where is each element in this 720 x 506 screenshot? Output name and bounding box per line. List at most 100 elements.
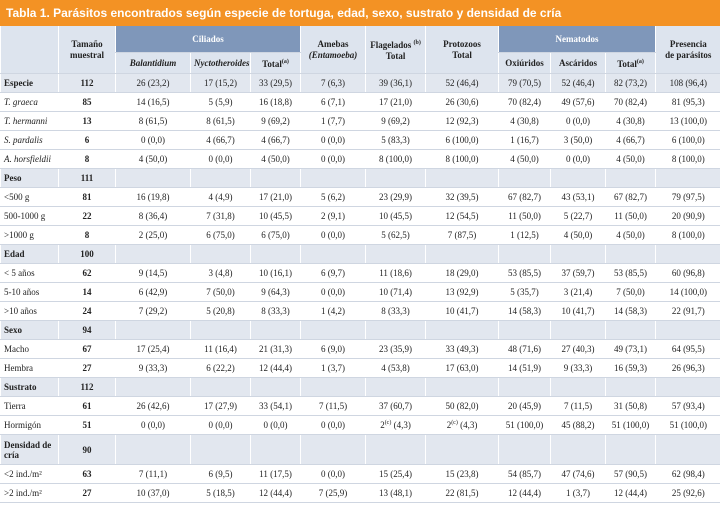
table-cell: 64 (95,5) bbox=[655, 339, 720, 359]
table-cell bbox=[115, 434, 191, 465]
table-cell: 3 (21,4) bbox=[550, 282, 606, 302]
text: Tamaño bbox=[71, 38, 103, 49]
table-cell bbox=[550, 377, 606, 397]
text: Flagelados bbox=[370, 39, 414, 50]
table-cell: 49 (73,1) bbox=[605, 339, 656, 359]
row-label: Hormigón bbox=[0, 415, 59, 435]
row-label: 500-1000 g bbox=[0, 206, 59, 226]
text: Amebas bbox=[317, 38, 349, 49]
row-label: Tierra bbox=[0, 396, 59, 416]
sample-size: 85 bbox=[58, 92, 116, 112]
table-cell: 82 (73,2) bbox=[605, 73, 656, 93]
table-cell: 9 (69,2) bbox=[365, 111, 426, 131]
table-cell: 6 (75,0) bbox=[190, 225, 251, 245]
table-cell: 50 (82,0) bbox=[425, 396, 499, 416]
header-row: Balantidium Nyctotheroides Total(a) Oxiúrid… bbox=[1, 52, 720, 74]
sample-size: 62 bbox=[58, 263, 116, 283]
footnote-mark: (b) bbox=[413, 39, 421, 46]
table-row: T. graeca 85 14 (16,5) 5 (5,9) 16 (18,8) 6 (7… bbox=[0, 92, 720, 112]
table-cell: 67 (82,7) bbox=[498, 187, 551, 207]
table-cell: 4 (50,0) bbox=[605, 149, 656, 169]
table-title: Tabla 1. Parásitos encontrados según esp… bbox=[0, 0, 720, 26]
table-cell bbox=[249, 244, 301, 264]
table-cell: 7 (31,8) bbox=[190, 206, 251, 226]
table-row: 500-1000 g 22 8 (36,4) 7 (31,8) 10 (45,5) 2 (… bbox=[0, 206, 720, 226]
table-cell: 54 (85,7) bbox=[498, 464, 551, 484]
table-cell: 4 (53,8) bbox=[365, 358, 426, 378]
table-cell: 14 (58,3) bbox=[498, 301, 551, 321]
table-cell: 32 (39,5) bbox=[425, 187, 499, 207]
table-cell: 0 (0,0) bbox=[115, 415, 191, 435]
table-row: >2 ind./m² 27 10 (37,0) 5 (18,5) 12 (44,4) 7 … bbox=[0, 483, 720, 503]
table-cell: 23 (35,9) bbox=[365, 339, 426, 359]
table-cell: 47 (74,6) bbox=[550, 464, 606, 484]
table-cell: 4 (66,7) bbox=[605, 130, 656, 150]
table-cell: 45 (88,2) bbox=[550, 415, 606, 435]
table-cell: 4 (50,0) bbox=[249, 149, 301, 169]
column-group-header: Ciliados bbox=[114, 26, 301, 53]
table-cell: 11 (16,4) bbox=[190, 339, 251, 359]
table-cell: 7 (29,2) bbox=[115, 301, 191, 321]
table-cell bbox=[550, 168, 606, 188]
table-cell: 26 (42,6) bbox=[115, 396, 191, 416]
table-cell: 9 (64,3) bbox=[249, 282, 301, 302]
group-row: Peso 111 bbox=[0, 168, 720, 188]
group-row: Edad 100 bbox=[0, 244, 720, 264]
group-row: Sexo 94 bbox=[0, 320, 720, 340]
table-cell: 6 (100,0) bbox=[425, 130, 499, 150]
table-cell: 51 (100,0) bbox=[655, 415, 720, 435]
table-cell bbox=[300, 434, 366, 465]
column-header: Total(a) bbox=[249, 52, 301, 74]
table-cell: 4 (50,0) bbox=[498, 149, 551, 169]
table-cell: 6 (9,7) bbox=[300, 263, 366, 283]
table-cell: 4 (50,0) bbox=[550, 225, 606, 245]
table-cell: 8 (61,5) bbox=[190, 111, 251, 131]
table-cell: 1 (3,7) bbox=[300, 358, 366, 378]
table-cell: 12 (44,4) bbox=[605, 483, 656, 503]
sample-size: 90 bbox=[58, 434, 116, 465]
table-row: Hembra 27 9 (33,3) 6 (22,2) 12 (44,4) 1 (3,7)… bbox=[0, 358, 720, 378]
table-cell: 5 (6,2) bbox=[300, 187, 366, 207]
table-cell: 20 (45,9) bbox=[498, 396, 551, 416]
table-row: A. horsfieldii 8 4 (50,0) 0 (0,0) 4 (50,0) 0 … bbox=[0, 149, 720, 169]
table-cell: 53 (85,5) bbox=[605, 263, 656, 283]
table-cell: 0 (0,0) bbox=[550, 149, 606, 169]
table-cell: 17 (15,2) bbox=[190, 73, 251, 93]
group-row: Especie 112 26 (23,2) 17 (15,2) 33 (29,5) 7 (… bbox=[0, 73, 720, 93]
table-cell: 10 (37,0) bbox=[115, 483, 191, 503]
sample-size: 22 bbox=[58, 206, 116, 226]
footnote-mark: (a) bbox=[281, 58, 289, 65]
table-cell bbox=[249, 434, 301, 465]
table-cell: 70 (82,4) bbox=[605, 92, 656, 112]
table-cell: 51 (100,0) bbox=[498, 415, 551, 435]
table-cell bbox=[550, 320, 606, 340]
table-cell: 53 (85,5) bbox=[498, 263, 551, 283]
row-label: Macho bbox=[0, 339, 59, 359]
table-cell: 11 (50,0) bbox=[498, 206, 551, 226]
text: Total bbox=[385, 50, 406, 61]
column-header: Ascáridos bbox=[550, 52, 606, 74]
sample-size: 8 bbox=[58, 149, 116, 169]
table-cell bbox=[425, 320, 499, 340]
table-cell: 6 (9,5) bbox=[190, 464, 251, 484]
table-cell: 5 (35,7) bbox=[498, 282, 551, 302]
table-cell: 57 (90,5) bbox=[605, 464, 656, 484]
sample-size: 67 bbox=[58, 339, 116, 359]
italic-text: Nyctotheroides bbox=[194, 57, 250, 68]
text: Total bbox=[617, 58, 637, 69]
header-row: Tamaño muestral Ciliados Amebas (Entamoeba) F… bbox=[0, 26, 720, 74]
text: muestral bbox=[70, 49, 104, 60]
table-cell: 0 (0,0) bbox=[300, 149, 366, 169]
table-cell: 1 (7,7) bbox=[300, 111, 366, 131]
sample-size: 13 bbox=[58, 111, 116, 131]
table-cell: 6 (75,0) bbox=[249, 225, 301, 245]
table-cell: 8 (36,4) bbox=[115, 206, 191, 226]
table-cell: 18 (29,0) bbox=[425, 263, 499, 283]
table-row: >10 años 24 7 (29,2) 5 (20,8) 8 (33,3) 1 (4,2… bbox=[0, 301, 720, 321]
table-cell: 15 (25,4) bbox=[365, 464, 426, 484]
table-cell: 10 (45,5) bbox=[249, 206, 301, 226]
table-cell bbox=[425, 244, 499, 264]
table-cell: 12 (92,3) bbox=[425, 111, 499, 131]
table-cell: 1 (3,7) bbox=[550, 483, 606, 503]
